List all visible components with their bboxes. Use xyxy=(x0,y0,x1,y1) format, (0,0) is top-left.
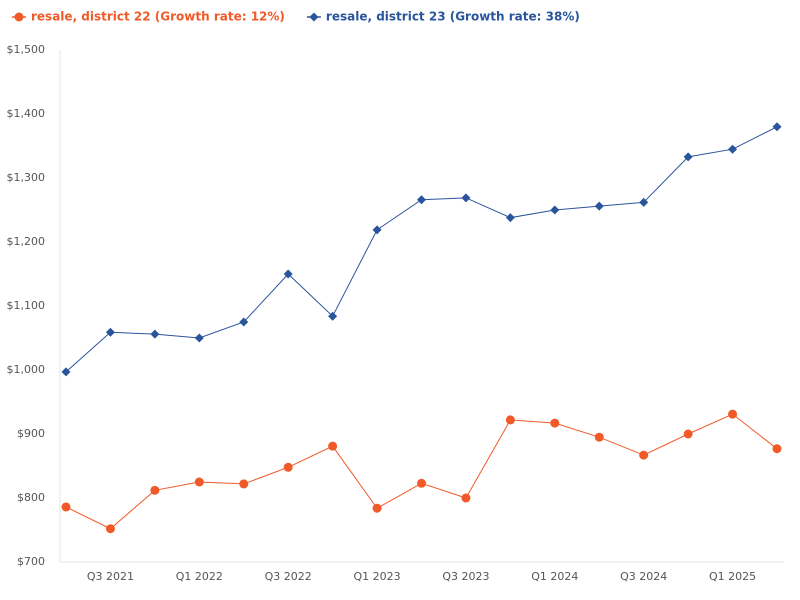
point xyxy=(417,478,426,488)
point xyxy=(461,493,471,503)
y-tick-label: $1,000 xyxy=(7,363,46,376)
point xyxy=(550,418,560,428)
x-tick-label: Q1 2022 xyxy=(176,570,223,583)
x-tick-label: Q3 2023 xyxy=(442,570,489,583)
point xyxy=(239,479,249,489)
point xyxy=(461,193,471,203)
y-tick-label: $900 xyxy=(17,427,45,440)
x-tick-label: Q1 2024 xyxy=(531,570,578,583)
point xyxy=(372,503,382,513)
point xyxy=(14,12,24,22)
point xyxy=(194,477,204,487)
y-tick-label: $1,400 xyxy=(7,107,46,120)
x-tick-label: Q3 2021 xyxy=(87,570,134,583)
point xyxy=(283,462,293,472)
x-tick-label: Q1 2025 xyxy=(709,570,756,583)
x-tick-label: Q3 2024 xyxy=(620,570,667,583)
point xyxy=(639,450,649,460)
point xyxy=(150,485,160,495)
point xyxy=(505,415,515,425)
point xyxy=(105,327,115,337)
legend-label: resale, district 23 (Growth rate: 38%) xyxy=(326,10,580,24)
point xyxy=(239,317,249,327)
point xyxy=(61,367,71,377)
point xyxy=(328,441,338,451)
point xyxy=(417,195,426,205)
x-tick-label: Q1 2023 xyxy=(353,570,400,583)
point xyxy=(550,205,560,215)
point xyxy=(283,269,293,279)
legend-label: resale, district 22 (Growth rate: 12%) xyxy=(31,10,285,24)
point xyxy=(372,225,382,235)
y-tick-label: $1,500 xyxy=(7,43,46,56)
point xyxy=(728,409,738,419)
point xyxy=(194,333,204,343)
point xyxy=(594,432,604,442)
point xyxy=(309,12,319,22)
point xyxy=(683,152,693,162)
point xyxy=(61,502,71,512)
point xyxy=(728,144,738,154)
point xyxy=(594,201,604,211)
point xyxy=(150,329,160,339)
point xyxy=(105,524,115,534)
y-tick-label: $1,200 xyxy=(7,235,46,248)
y-tick-label: $700 xyxy=(17,555,45,568)
series-line xyxy=(65,413,778,530)
y-tick-label: $1,100 xyxy=(7,299,46,312)
point xyxy=(772,122,782,132)
series-line xyxy=(65,126,778,373)
point xyxy=(328,311,338,321)
point xyxy=(772,444,782,454)
point xyxy=(683,429,693,439)
point xyxy=(639,197,649,207)
y-tick-label: $1,300 xyxy=(7,171,46,184)
point xyxy=(505,213,515,223)
x-tick-label: Q3 2022 xyxy=(265,570,312,583)
y-tick-label: $800 xyxy=(17,491,45,504)
